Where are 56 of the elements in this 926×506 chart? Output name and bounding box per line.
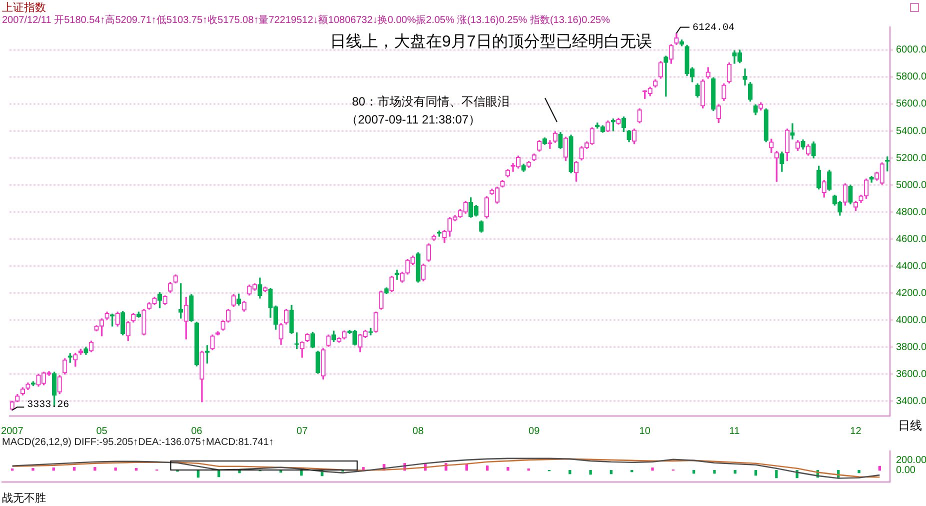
annotation: 3333.26 xyxy=(27,400,70,411)
bar xyxy=(52,468,55,471)
x-tick-label: 10 xyxy=(639,426,651,437)
chart-subtitle: 2007/12/11 开5180.54↑高5209.71↑低5103.75↑收5175.08↑量72219512↓额10806732↓换0.00%振2.05% 涨(13.16)0.25% 指数(13.16)0.25% xyxy=(2,14,610,27)
bar xyxy=(878,466,882,471)
bar xyxy=(651,468,654,471)
bar xyxy=(589,470,592,475)
text: 战无不胜 xyxy=(2,492,46,505)
bar xyxy=(692,470,696,474)
y-tick-label: 4400.0 xyxy=(896,260,926,272)
y-tick-label: 5400.0 xyxy=(896,126,926,137)
bar xyxy=(300,470,303,476)
y-tick-label: 200.00 xyxy=(896,455,926,466)
y-tick-label: 4200.0 xyxy=(896,288,926,299)
bar xyxy=(32,468,34,471)
x-tick-label: 12 xyxy=(850,426,862,437)
y-tick-label: 6000.0 xyxy=(896,44,926,56)
y-tick-label: 4000.0 xyxy=(896,314,926,326)
candlestick xyxy=(790,123,795,140)
x-tick-label: 11 xyxy=(729,426,740,437)
text: 日线 xyxy=(898,418,922,432)
annotation: 80：市场没有同情、不信眼泪 xyxy=(352,94,510,108)
bar xyxy=(713,470,716,474)
y-tick-label: 5200.0 xyxy=(896,152,926,164)
bar xyxy=(734,470,736,474)
x-tick-label: 06 xyxy=(191,426,203,437)
y-tick-label: 4600.0 xyxy=(896,234,926,245)
y-tick-label: 3400.0 xyxy=(896,396,926,407)
bar xyxy=(610,470,613,474)
bar xyxy=(114,468,117,471)
chart-title: 上证指数 xyxy=(2,1,46,15)
y-tick-label: 3800.0 xyxy=(896,342,926,353)
bar xyxy=(858,470,860,474)
x-tick-label: 07 xyxy=(296,426,308,437)
annotation: 6124.04 xyxy=(692,22,734,34)
y-tick-label: 3600.0 xyxy=(896,368,926,380)
annotation: （2007-09-11 21:38:07） xyxy=(346,112,481,126)
y-tick-label: 0.00 xyxy=(896,465,916,476)
bar xyxy=(775,470,778,478)
bar xyxy=(506,467,510,471)
y-tick-label: 5600.0 xyxy=(896,98,926,110)
y-tick-label: 5800.0 xyxy=(896,72,926,83)
bar xyxy=(72,467,76,471)
bar xyxy=(568,470,572,474)
x-tick-label: 05 xyxy=(96,426,108,437)
bar xyxy=(486,466,489,471)
y-tick-label: 4800.0 xyxy=(896,206,926,218)
candlestick xyxy=(742,68,748,86)
bar xyxy=(754,470,758,476)
x-tick-label: 2007 xyxy=(1,426,24,437)
bar xyxy=(94,467,96,471)
x-tick-label: 08 xyxy=(412,426,424,437)
x-tick-label: 09 xyxy=(528,426,540,437)
chart-title: MACD(26,12,9) DIFF:-95.205↑DEA:-136.075↑MACD:81.741↑ xyxy=(2,437,274,448)
annotation: 日线上，大盘在9月7日的顶分型已经明白无误 xyxy=(330,32,652,50)
y-tick-label: 5000.0 xyxy=(896,180,926,191)
